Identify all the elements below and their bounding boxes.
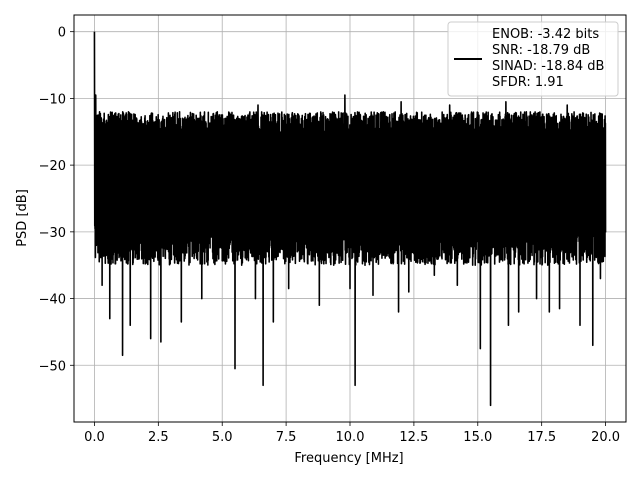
- psd-series-line: [93, 31, 607, 407]
- axes: 0.0 2.5 5.0 7.5 10.0 12.5 15.0 17.5 20.0 0 −10 −20 −…: [39, 14, 627, 445]
- y-tick-label: −50: [39, 359, 66, 374]
- y-tick-label: −30: [39, 226, 66, 241]
- x-axis-label: Frequency [MHz]: [294, 451, 403, 466]
- x-tick-label: 20.0: [591, 430, 620, 445]
- legend-box: [447, 21, 619, 97]
- x-tick-label: 12.5: [399, 430, 428, 445]
- legend-entry-sfdr: SFDR: 1.91: [492, 75, 564, 90]
- x-tick-label: 17.5: [527, 430, 556, 445]
- y-axis-label: PSD [dB]: [15, 189, 30, 247]
- plot-area: [93, 31, 607, 407]
- x-tick-label: 10.0: [336, 430, 365, 445]
- y-tick-label: 0: [58, 26, 66, 41]
- legend-entry-enob: ENOB: -3.42 bits: [492, 27, 599, 42]
- x-tick-label: 5.0: [212, 430, 233, 445]
- legend-entry-snr: SNR: -18.79 dB: [492, 43, 590, 58]
- x-tick-label: 15.0: [463, 430, 492, 445]
- y-tick-label: −10: [39, 92, 66, 107]
- x-tick-label: 0.0: [84, 430, 105, 445]
- y-tick-label: −40: [39, 293, 66, 308]
- x-tick-label: 2.5: [148, 430, 169, 445]
- y-tick-label: −20: [39, 159, 66, 174]
- legend: ENOB: -3.42 bits SNR: -18.79 dB SINAD: -…: [447, 21, 619, 97]
- legend-entry-sinad: SINAD: -18.84 dB: [492, 59, 604, 74]
- x-tick-label: 7.5: [276, 430, 297, 445]
